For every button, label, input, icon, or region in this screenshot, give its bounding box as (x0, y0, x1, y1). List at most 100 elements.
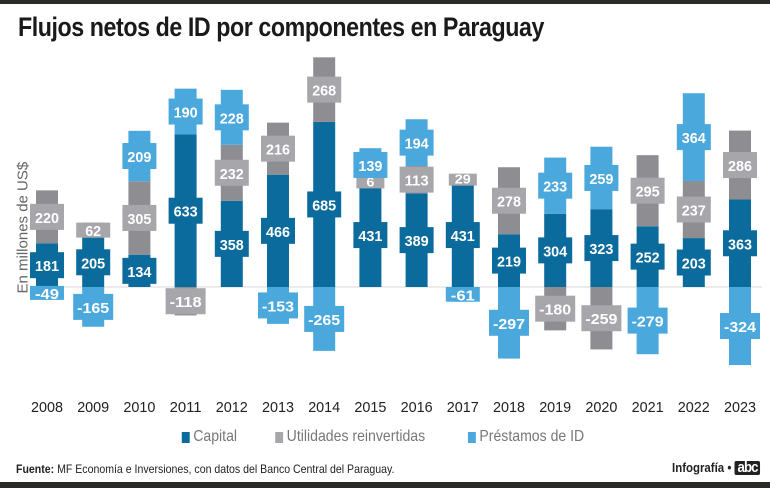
label-box-capital-2010 (122, 257, 157, 284)
label-box-utilidades-reinvertidas-2008 (30, 203, 64, 230)
credit-text: Infografía • (671, 460, 732, 475)
data-label-pr-stamos-de-id-2015: 139 (358, 158, 382, 175)
x-tick-label-2016: 2016 (401, 399, 433, 416)
label-box-pr-stamos-de-id-2021 (627, 307, 668, 334)
label-box-utilidades-reinvertidas-2018 (492, 187, 526, 214)
label-box-pr-stamos-de-id-2022 (676, 124, 711, 151)
label-box-capital-2012 (214, 230, 249, 257)
label-box-capital-2021 (630, 243, 665, 270)
data-label-capital-2019: 304 (543, 243, 568, 260)
label-box-utilidades-reinvertidas-2010 (122, 204, 157, 231)
legend-label-utilidades: Utilidades reinvertidas (286, 428, 426, 445)
data-label-pr-stamos-de-id-2022: 364 (682, 130, 707, 147)
data-label-utilidades-reinvertidas-2012: 232 (220, 166, 244, 183)
label-box-pr-stamos-de-id-2012 (214, 104, 249, 131)
data-label-pr-stamos-de-id-2020: 259 (589, 171, 613, 188)
label-box-capital-2008 (30, 252, 64, 279)
label-box-utilidades-reinvertidas-2015 (356, 176, 385, 189)
label-box-pr-stamos-de-id-2023 (720, 313, 760, 340)
credit: Infografía • abc (672, 460, 760, 475)
label-box-utilidades-reinvertidas-2020 (581, 305, 622, 332)
data-label-capital-2014: 685 (312, 197, 336, 214)
label-box-capital-2014 (307, 191, 342, 218)
data-label-pr-stamos-de-id-2016: 194 (405, 136, 430, 153)
data-label-utilidades-reinvertidas-2019: -180 (539, 302, 571, 319)
bottom-rule (0, 482, 770, 488)
x-tick-label-2017: 2017 (447, 399, 479, 416)
source-text: MF Economía e Inversiones, con datos del… (54, 462, 395, 476)
label-box-pr-stamos-de-id-2011 (168, 98, 203, 125)
x-tick-label-2014: 2014 (308, 399, 340, 416)
label-box-pr-stamos-de-id-2009 (73, 293, 114, 320)
legend-item-capital: Capital (181, 428, 237, 446)
data-label-capital-2016: 389 (405, 233, 429, 250)
label-box-capital-2022 (676, 249, 711, 276)
data-label-utilidades-reinvertidas-2013: 216 (266, 142, 290, 159)
label-box-capital-2017 (445, 222, 480, 249)
label-box-utilidades-reinvertidas-2019 (535, 295, 576, 322)
legend-item-prestamos: Préstamos de ID (467, 428, 585, 446)
label-box-capital-2016 (399, 227, 434, 254)
data-label-utilidades-reinvertidas-2008: 220 (35, 210, 59, 227)
label-box-pr-stamos-de-id-2010 (122, 143, 157, 170)
label-box-capital-2009 (76, 249, 111, 276)
source-label: Fuente: (16, 462, 55, 476)
data-label-utilidades-reinvertidas-2023: 286 (728, 158, 752, 175)
data-label-capital-2018: 219 (497, 254, 521, 271)
x-tick-label-2011: 2011 (170, 399, 202, 416)
data-label-utilidades-reinvertidas-2020: -259 (585, 311, 617, 328)
data-label-utilidades-reinvertidas-2016: 113 (405, 173, 429, 190)
label-box-utilidades-reinvertidas-2011 (165, 288, 206, 315)
data-label-capital-2020: 323 (589, 241, 613, 258)
legend-label-prestamos: Préstamos de ID (479, 428, 585, 445)
x-tick-label-2010: 2010 (123, 399, 155, 416)
data-label-pr-stamos-de-id-2008: -49 (35, 286, 59, 303)
x-tick-label-2019: 2019 (539, 399, 571, 416)
data-label-pr-stamos-de-id-2023: -324 (724, 319, 757, 336)
label-box-utilidades-reinvertidas-2013 (261, 135, 295, 162)
data-label-pr-stamos-de-id-2018: -297 (493, 316, 525, 333)
label-box-pr-stamos-de-id-2013 (258, 292, 298, 319)
data-label-utilidades-reinvertidas-2018: 278 (497, 194, 521, 211)
label-box-capital-2019 (538, 237, 573, 264)
label-box-pr-stamos-de-id-2016 (399, 129, 434, 156)
data-label-pr-stamos-de-id-2009: -165 (77, 300, 109, 317)
data-label-capital-2017: 431 (451, 228, 475, 245)
label-box-utilidades-reinvertidas-2017 (448, 173, 477, 186)
data-label-pr-stamos-de-id-2017: -61 (451, 287, 475, 304)
data-label-pr-stamos-de-id-2010: 209 (127, 149, 151, 166)
x-tick-label-2009: 2009 (77, 399, 109, 416)
data-label-capital-2008: 181 (35, 258, 59, 275)
abc-logo: abc (734, 460, 760, 475)
data-label-pr-stamos-de-id-2019: 233 (543, 179, 567, 196)
label-box-pr-stamos-de-id-2014 (304, 305, 345, 332)
x-tick-label-2022: 2022 (678, 399, 710, 416)
data-label-capital-2015: 431 (358, 228, 382, 245)
data-label-utilidades-reinvertidas-2011: -118 (170, 294, 202, 311)
label-box-pr-stamos-de-id-2015 (353, 151, 388, 178)
label-box-utilidades-reinvertidas-2009 (76, 222, 111, 238)
label-box-pr-stamos-de-id-2020 (584, 164, 619, 191)
label-box-capital-2020 (584, 235, 619, 262)
legend-swatch-utilidades (275, 431, 284, 443)
label-box-utilidades-reinvertidas-2022 (676, 196, 711, 223)
data-label-utilidades-reinvertidas-2022: 237 (682, 203, 706, 220)
x-tick-label-2023: 2023 (724, 399, 756, 416)
data-label-utilidades-reinvertidas-2015: 6 (366, 174, 374, 189)
x-tick-label-2021: 2021 (632, 399, 664, 416)
data-label-pr-stamos-de-id-2013: -153 (262, 298, 294, 315)
label-box-utilidades-reinvertidas-2014 (307, 76, 342, 103)
label-box-utilidades-reinvertidas-2016 (399, 166, 434, 193)
x-tick-label-2018: 2018 (493, 399, 525, 416)
legend-swatch-capital (181, 431, 190, 443)
chart-title: Flujos netos de ID por componentes en Pa… (18, 12, 544, 42)
label-box-capital-2011 (168, 197, 203, 224)
data-label-capital-2010: 134 (127, 264, 152, 281)
data-label-capital-2012: 358 (220, 237, 244, 254)
data-label-utilidades-reinvertidas-2021: 295 (636, 184, 660, 201)
label-box-pr-stamos-de-id-2018 (489, 309, 529, 336)
stacked-bar-chart: 181 220 -49 205 62 -165 134 305 209 633 -118 190 358… (30, 57, 762, 416)
label-box-capital-2013 (261, 217, 295, 244)
data-label-capital-2021: 252 (636, 250, 660, 267)
top-rule (0, 0, 770, 4)
